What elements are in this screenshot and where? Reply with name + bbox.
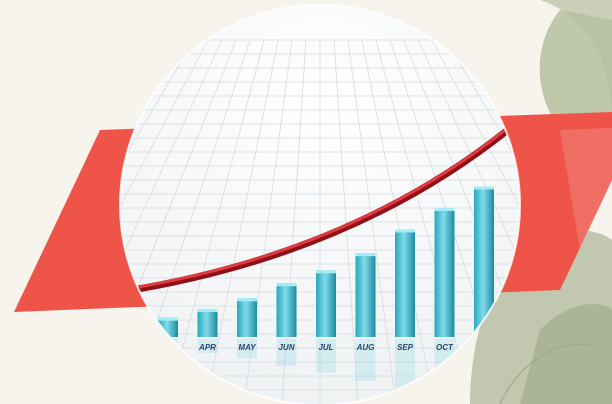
bar-reflection — [316, 339, 336, 373]
bar — [434, 208, 455, 337]
grid-line — [347, 39, 397, 404]
grid-line — [417, 39, 520, 404]
bar — [197, 309, 218, 337]
bar-reflection — [276, 339, 297, 366]
month-label: AUG — [356, 343, 375, 352]
bar-reflection — [237, 339, 257, 359]
bar — [355, 253, 376, 337]
bar — [276, 283, 297, 337]
red-band-shade — [560, 128, 612, 250]
grid-line — [431, 39, 520, 404]
grid-line — [445, 39, 520, 404]
grid-line — [120, 39, 195, 404]
grid-line — [281, 39, 307, 404]
bar-top — [197, 309, 218, 313]
grid-line — [0, 40, 54, 404]
month-labels: APR MAY JUN JUL AUG SEP OCT — [198, 343, 454, 352]
grid-line — [120, 39, 237, 404]
bar-top — [316, 270, 336, 274]
circle-outline — [119, 4, 521, 404]
bar-top — [474, 186, 494, 190]
month-label: JUN — [278, 343, 294, 352]
grid-line — [333, 39, 359, 404]
bar-top — [276, 283, 297, 287]
growth-curve-highlight — [120, 116, 520, 292]
bar-top — [158, 317, 178, 321]
grid-line — [375, 39, 473, 404]
month-label: OCT — [436, 343, 454, 352]
bar — [474, 186, 494, 337]
growth-curve — [120, 116, 520, 296]
bar-top — [237, 298, 257, 302]
bar-top — [395, 229, 415, 233]
month-label: JUL — [318, 343, 333, 352]
bar — [237, 298, 257, 337]
grid-line — [243, 39, 293, 404]
month-label: SEP — [397, 343, 414, 352]
bar-reflection — [197, 339, 218, 353]
bar-top — [355, 253, 376, 257]
month-label: APR — [198, 343, 216, 352]
bar — [395, 229, 415, 337]
grid-line — [120, 39, 209, 404]
grid-line — [120, 39, 223, 404]
bar-reflection — [355, 339, 376, 381]
bar — [316, 270, 336, 337]
grid-line — [0, 40, 40, 404]
bar-top — [434, 208, 455, 211]
grid-line — [361, 39, 435, 404]
grid-line — [205, 39, 279, 404]
grid-line — [167, 39, 265, 404]
month-label: MAY — [238, 343, 256, 352]
bar-reflection — [395, 339, 415, 393]
